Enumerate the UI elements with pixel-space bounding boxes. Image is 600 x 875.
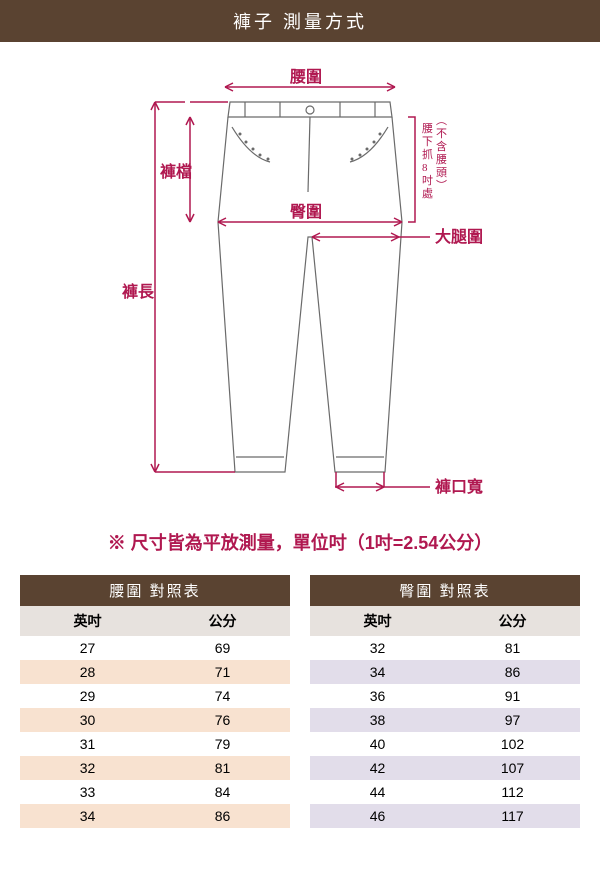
table-row: 42107 bbox=[310, 756, 580, 780]
waist-col-inch: 英吋 bbox=[20, 606, 155, 636]
svg-text:吋: 吋 bbox=[422, 174, 433, 187]
measurement-note: ※ 尺寸皆為平放測量，單位吋（1吋=2.54公分） bbox=[0, 517, 600, 567]
table-row: 44112 bbox=[310, 780, 580, 804]
side-note-1: 腰 bbox=[422, 122, 433, 135]
hip-col-cm: 公分 bbox=[445, 606, 580, 636]
table-row: 2871 bbox=[20, 660, 290, 684]
table-row: 3384 bbox=[20, 780, 290, 804]
table-row: 3486 bbox=[310, 660, 580, 684]
label-length: 褲長 bbox=[122, 282, 155, 301]
table-row: 2769 bbox=[20, 636, 290, 660]
table-row: 40102 bbox=[310, 732, 580, 756]
svg-text:抓: 抓 bbox=[422, 147, 433, 161]
waist-table: 英吋 公分 27692871297430763179328133843486 bbox=[20, 606, 290, 828]
table-row: 3897 bbox=[310, 708, 580, 732]
label-rise: 褲檔 bbox=[160, 162, 192, 181]
waist-col-cm: 公分 bbox=[155, 606, 290, 636]
svg-text:含: 含 bbox=[436, 139, 447, 153]
table-row: 3281 bbox=[20, 756, 290, 780]
svg-text:︶: ︶ bbox=[436, 179, 447, 192]
table-row: 3281 bbox=[310, 636, 580, 660]
pants-svg: 腰圍 褲檔 臀圍 大腿圍 褲長 褲口寬 腰 下 抓 8 吋 處 ︵ 不 含 腰 … bbox=[90, 62, 510, 502]
svg-text:下: 下 bbox=[422, 136, 433, 148]
svg-text:腰: 腰 bbox=[436, 153, 447, 166]
table-row: 3179 bbox=[20, 732, 290, 756]
table-row: 3076 bbox=[20, 708, 290, 732]
hip-col-inch: 英吋 bbox=[310, 606, 445, 636]
label-hip: 臀圍 bbox=[290, 203, 322, 221]
svg-text:頭: 頭 bbox=[436, 166, 447, 179]
label-thigh: 大腿圍 bbox=[435, 227, 483, 246]
table-row: 2974 bbox=[20, 684, 290, 708]
svg-text:︵: ︵ bbox=[436, 115, 447, 127]
hip-table: 英吋 公分 3281348636913897401024210744112461… bbox=[310, 606, 580, 828]
label-hem: 褲口寬 bbox=[435, 477, 483, 496]
hip-table-title: 臀圍 對照表 bbox=[310, 575, 580, 606]
table-row: 3486 bbox=[20, 804, 290, 828]
waist-table-wrap: 腰圍 對照表 英吋 公分 276928712974307631793281338… bbox=[20, 575, 290, 828]
page-title: 褲子 測量方式 bbox=[0, 0, 600, 42]
label-waist: 腰圍 bbox=[290, 68, 322, 86]
svg-text:不: 不 bbox=[436, 128, 447, 140]
svg-text:8: 8 bbox=[422, 162, 428, 174]
svg-text:處: 處 bbox=[422, 186, 433, 200]
measurement-diagram: 腰圍 褲檔 臀圍 大腿圍 褲長 褲口寬 腰 下 抓 8 吋 處 ︵ 不 含 腰 … bbox=[0, 42, 600, 517]
hip-table-wrap: 臀圍 對照表 英吋 公分 328134863691389740102421074… bbox=[310, 575, 580, 828]
table-row: 46117 bbox=[310, 804, 580, 828]
table-row: 3691 bbox=[310, 684, 580, 708]
conversion-tables: 腰圍 對照表 英吋 公分 276928712974307631793281338… bbox=[0, 567, 600, 848]
waist-table-title: 腰圍 對照表 bbox=[20, 575, 290, 606]
